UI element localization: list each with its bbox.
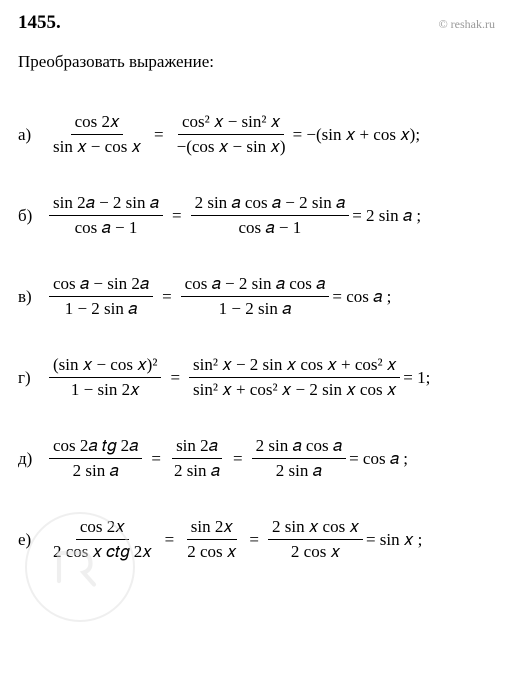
denominator: 2 sin 𝑎 — [69, 459, 123, 481]
item-label: е) — [18, 530, 38, 550]
numerator: sin 2𝑎 − 2 sin 𝑎 — [49, 193, 163, 216]
item-label: г) — [18, 368, 38, 388]
source-link: © reshak.ru — [439, 17, 495, 32]
result-text: = −(sin 𝑥 + cos 𝑥); — [293, 125, 421, 145]
equals: = — [170, 368, 180, 388]
denominator: cos 𝑎 − 1 — [235, 216, 306, 238]
item-f: е) cos 2𝑥 2 cos 𝑥 𝑐𝑡𝑔 2𝑥 = sin 2𝑥 2 cos … — [18, 517, 495, 562]
denominator: 1 − sin 2𝑥 — [67, 378, 144, 400]
equals: = — [249, 530, 259, 550]
fraction: sin 2𝑥 2 cos 𝑥 — [183, 517, 240, 562]
fraction: cos 2𝑥 2 cos 𝑥 𝑐𝑡𝑔 2𝑥 — [49, 517, 156, 562]
numerator: cos 𝑎 − 2 sin 𝑎 cos 𝑎 — [181, 274, 330, 297]
math-expression: cos 𝑎 − sin 2𝑎 1 − 2 sin 𝑎 = cos 𝑎 − 2 s… — [46, 274, 391, 319]
denominator: 2 cos 𝑥 𝑐𝑡𝑔 2𝑥 — [49, 540, 156, 562]
fraction: sin 2𝑎 2 sin 𝑎 — [170, 436, 224, 481]
equals: = — [233, 449, 243, 469]
page-title: Преобразовать выражение: — [18, 52, 495, 72]
denominator: 2 sin 𝑎 — [170, 459, 224, 481]
result-text: = sin 𝑥 ; — [366, 530, 422, 550]
result-text: = 2 sin 𝑎 ; — [352, 206, 421, 226]
equals: = — [151, 449, 161, 469]
numerator: 2 sin 𝑎 cos 𝑎 − 2 sin 𝑎 — [191, 193, 350, 216]
numerator: cos 2𝑥 — [71, 112, 124, 135]
item-e: д) cos 2𝑎 𝑡𝑔 2𝑎 2 sin 𝑎 = sin 2𝑎 2 sin 𝑎… — [18, 436, 495, 481]
denominator: sin 𝑥 − cos 𝑥 — [49, 135, 145, 157]
item-c: в) cos 𝑎 − sin 2𝑎 1 − 2 sin 𝑎 = cos 𝑎 − … — [18, 274, 495, 319]
result-text: = 1; — [403, 368, 430, 388]
fraction: sin² 𝑥 − 2 sin 𝑥 cos 𝑥 + cos² 𝑥 sin² 𝑥 +… — [189, 355, 400, 400]
equals: = — [154, 125, 164, 145]
denominator: 2 cos 𝑥 — [183, 540, 240, 562]
denominator: sin² 𝑥 + cos² 𝑥 − 2 sin 𝑥 cos 𝑥 — [189, 378, 400, 400]
numerator: sin² 𝑥 − 2 sin 𝑥 cos 𝑥 + cos² 𝑥 — [189, 355, 400, 378]
item-d: г) (sin 𝑥 − cos 𝑥)² 1 − sin 2𝑥 = sin² 𝑥 … — [18, 355, 495, 400]
math-expression: cos 2𝑥 2 cos 𝑥 𝑐𝑡𝑔 2𝑥 = sin 2𝑥 2 cos 𝑥 =… — [46, 517, 422, 562]
denominator: 1 − 2 sin 𝑎 — [215, 297, 296, 319]
denominator: cos 𝑎 − 1 — [71, 216, 142, 238]
numerator: cos 𝑎 − sin 2𝑎 — [49, 274, 153, 297]
math-expression: sin 2𝑎 − 2 sin 𝑎 cos 𝑎 − 1 = 2 sin 𝑎 cos… — [46, 193, 421, 238]
item-label: а) — [18, 125, 38, 145]
item-label: д) — [18, 449, 38, 469]
fraction: 2 sin 𝑎 cos 𝑎 2 sin 𝑎 — [252, 436, 346, 481]
equals: = — [162, 287, 172, 307]
numerator: cos² 𝑥 − sin² 𝑥 — [178, 112, 284, 135]
numerator: (sin 𝑥 − cos 𝑥)² — [49, 355, 161, 378]
item-a: а) cos 2𝑥 sin 𝑥 − cos 𝑥 = cos² 𝑥 − sin² … — [18, 112, 495, 157]
denominator: 2 cos 𝑥 — [287, 540, 344, 562]
numerator: 2 sin 𝑎 cos 𝑎 — [252, 436, 346, 459]
result-text: = cos 𝑎 ; — [349, 449, 408, 469]
item-b: б) sin 2𝑎 − 2 sin 𝑎 cos 𝑎 − 1 = 2 sin 𝑎 … — [18, 193, 495, 238]
numerator: cos 2𝑥 — [76, 517, 129, 540]
denominator: 1 − 2 sin 𝑎 — [61, 297, 142, 319]
result-text: = cos 𝑎 ; — [332, 287, 391, 307]
problem-number: 1455. — [18, 12, 61, 34]
numerator: sin 2𝑎 — [172, 436, 222, 459]
fraction: 2 sin 𝑥 cos 𝑥 2 cos 𝑥 — [268, 517, 363, 562]
item-label: в) — [18, 287, 38, 307]
equals: = — [165, 530, 175, 550]
fraction: cos 2𝑥 sin 𝑥 − cos 𝑥 — [49, 112, 145, 157]
numerator: cos 2𝑎 𝑡𝑔 2𝑎 — [49, 436, 142, 459]
fraction: 2 sin 𝑎 cos 𝑎 − 2 sin 𝑎 cos 𝑎 − 1 — [191, 193, 350, 238]
item-label: б) — [18, 206, 38, 226]
math-expression: cos 2𝑎 𝑡𝑔 2𝑎 2 sin 𝑎 = sin 2𝑎 2 sin 𝑎 = … — [46, 436, 408, 481]
denominator: 2 sin 𝑎 — [272, 459, 326, 481]
fraction: cos² 𝑥 − sin² 𝑥 −(cos 𝑥 − sin 𝑥) — [173, 112, 290, 157]
fraction: cos 𝑎 − 2 sin 𝑎 cos 𝑎 1 − 2 sin 𝑎 — [181, 274, 330, 319]
denominator: −(cos 𝑥 − sin 𝑥) — [173, 135, 290, 157]
numerator: sin 2𝑥 — [187, 517, 237, 540]
equals: = — [172, 206, 182, 226]
math-expression: cos 2𝑥 sin 𝑥 − cos 𝑥 = cos² 𝑥 − sin² 𝑥 −… — [46, 112, 420, 157]
fraction: cos 2𝑎 𝑡𝑔 2𝑎 2 sin 𝑎 — [49, 436, 142, 481]
fraction: (sin 𝑥 − cos 𝑥)² 1 − sin 2𝑥 — [49, 355, 161, 400]
numerator: 2 sin 𝑥 cos 𝑥 — [268, 517, 363, 540]
math-expression: (sin 𝑥 − cos 𝑥)² 1 − sin 2𝑥 = sin² 𝑥 − 2… — [46, 355, 430, 400]
fraction: cos 𝑎 − sin 2𝑎 1 − 2 sin 𝑎 — [49, 274, 153, 319]
fraction: sin 2𝑎 − 2 sin 𝑎 cos 𝑎 − 1 — [49, 193, 163, 238]
